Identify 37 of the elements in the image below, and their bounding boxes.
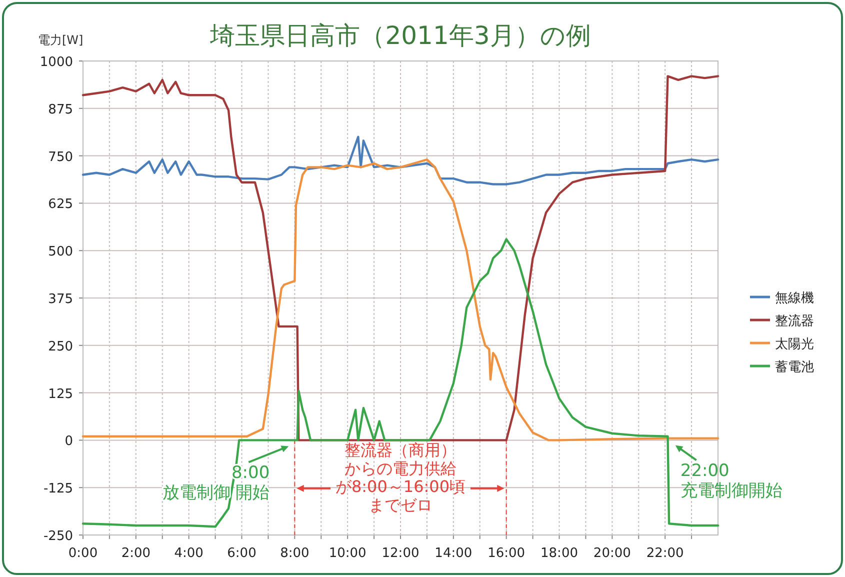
y-tick-label: 250 (48, 339, 73, 354)
x-tick-label: 4:00 (174, 546, 204, 561)
x-tick-label: 22:00 (646, 546, 684, 561)
line-series (82, 158, 720, 442)
y-axis-title: 電力[W] (38, 33, 84, 47)
x-tick-label: 8:00 (280, 546, 310, 561)
annotation: からの電力供給 (344, 458, 456, 478)
y-tick-label: 125 (48, 386, 73, 402)
x-tick-label: 10:00 (328, 546, 366, 561)
x-tick-label: 16:00 (488, 546, 526, 561)
y-tick-label: 500 (48, 244, 73, 260)
y-tick-label: 0 (64, 434, 73, 450)
y-tick-label: 875 (48, 102, 73, 118)
x-tick-label: 12:00 (382, 546, 420, 561)
y-tick-label: -125 (43, 482, 73, 497)
x-tick-label: 14:00 (434, 546, 472, 561)
x-tick-label: 2:00 (121, 546, 151, 561)
annotation: 22:00 充電制御開始 (680, 461, 782, 501)
x-tick-label: 0:00 (68, 546, 98, 561)
line-series (82, 75, 720, 442)
chart-title: 埼玉県日高市（2011年3月）の例 (209, 21, 591, 50)
legend-label: 蓄電池 (775, 360, 814, 375)
annotation: 整流器（商用） (344, 440, 456, 460)
y-tick-label: 1000 (40, 55, 73, 70)
y-tick-label: 625 (48, 197, 73, 212)
annotation: までゼロ (368, 496, 432, 515)
line-series (82, 136, 720, 186)
x-tick-label: 6:00 (227, 546, 256, 561)
y-tick-label: 375 (48, 292, 73, 307)
y-tick-label: 750 (48, 150, 73, 165)
x-tick-label: 18:00 (540, 546, 578, 561)
annotation: が8:00～16:00頃 (335, 477, 466, 496)
x-tick-label: 20:00 (593, 546, 631, 561)
legend-label: 無線機 (775, 291, 814, 306)
y-tick-label: -250 (43, 529, 73, 544)
legend-label: 整流器 (775, 313, 814, 329)
legend-label: 太陽光 (775, 337, 814, 352)
